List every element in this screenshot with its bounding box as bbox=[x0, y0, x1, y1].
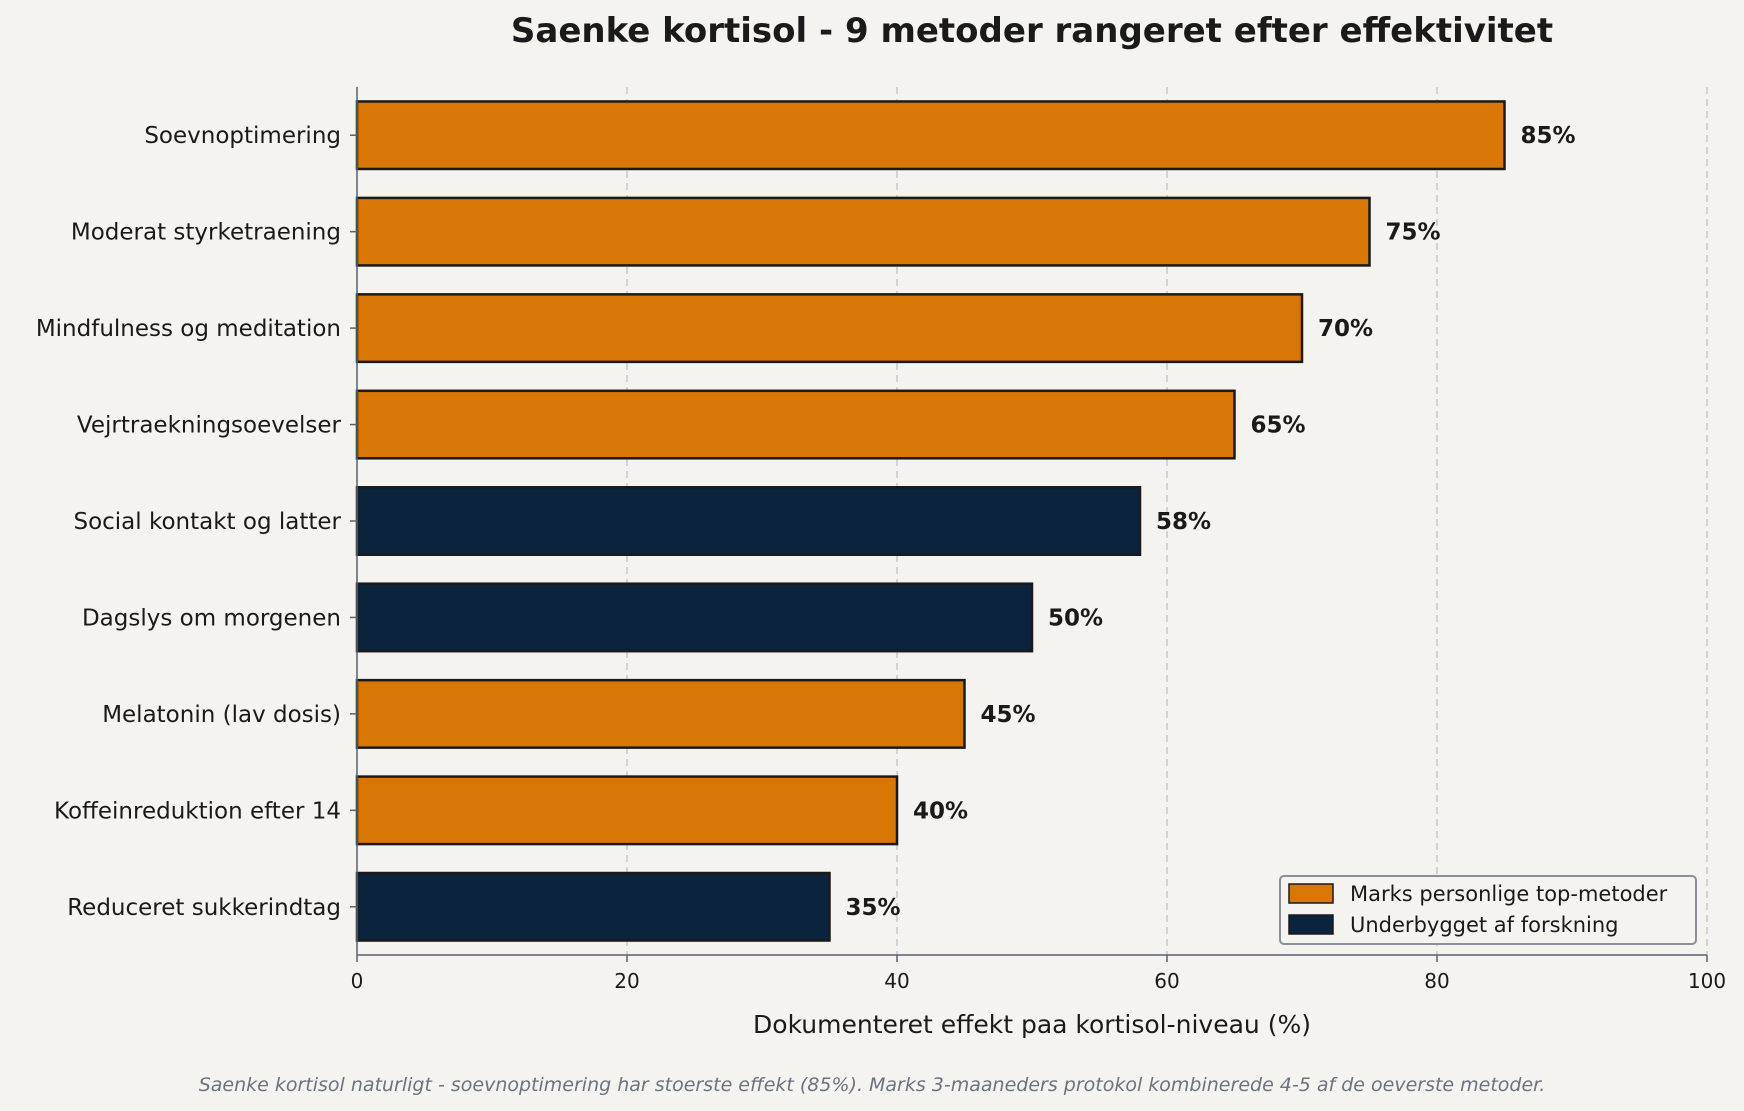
chart-caption: Saenke kortisol naturligt - soevnoptimer… bbox=[199, 1074, 1546, 1096]
y-tick-label: Moderat styrketraening bbox=[71, 220, 341, 246]
data-label: 35% bbox=[846, 895, 901, 921]
legend-label-research: Underbygget af forskning bbox=[1350, 913, 1619, 937]
x-tick-label: 40 bbox=[884, 969, 909, 993]
x-tick-label: 60 bbox=[1154, 969, 1179, 993]
bar bbox=[355, 293, 1304, 364]
x-tick-label: 20 bbox=[614, 969, 639, 993]
x-tick-label: 80 bbox=[1424, 969, 1449, 993]
y-tick-label: Mindfulness og meditation bbox=[36, 316, 341, 342]
bar bbox=[355, 196, 1371, 267]
data-label: 65% bbox=[1251, 413, 1306, 439]
y-tick-label: Melatonin (lav dosis) bbox=[102, 702, 341, 728]
legend-swatch-personal bbox=[1288, 883, 1334, 904]
legend-label-personal: Marks personlige top-metoder bbox=[1350, 882, 1668, 906]
y-tick-label: Koffeinreduktion efter 14 bbox=[54, 798, 341, 824]
data-label: 58% bbox=[1156, 509, 1211, 535]
axes: 0 20 40 60 80 100 Soevnoptimering Moderat styrk… bbox=[36, 87, 1726, 993]
x-tick-label: 0 bbox=[351, 969, 364, 993]
data-label: 50% bbox=[1048, 605, 1103, 631]
bar bbox=[355, 582, 1034, 653]
y-tick-label: Reduceret sukkerindtag bbox=[67, 895, 341, 921]
legend-swatch-research bbox=[1288, 914, 1334, 935]
data-label: 75% bbox=[1386, 220, 1441, 246]
bar bbox=[355, 389, 1236, 460]
bar bbox=[355, 485, 1142, 557]
data-label: 45% bbox=[981, 702, 1036, 728]
bar bbox=[355, 775, 899, 846]
bar bbox=[355, 871, 831, 942]
bar bbox=[355, 100, 1506, 171]
y-tick-label: Dagslys om morgenen bbox=[82, 605, 341, 631]
x-tick-label: 100 bbox=[1688, 969, 1726, 993]
y-tick-label: Soevnoptimering bbox=[144, 123, 341, 149]
chart-title: Saenke kortisol - 9 metoder rangeret eft… bbox=[511, 11, 1553, 51]
y-tick-label: Social kontakt og latter bbox=[73, 509, 341, 535]
data-label: 85% bbox=[1521, 123, 1576, 149]
y-tick-label: Vejrtraekningsoevelser bbox=[77, 413, 342, 439]
legend: Marks personlige top-metoder Underbygget… bbox=[1279, 875, 1697, 945]
bar bbox=[355, 678, 966, 749]
data-label: 70% bbox=[1318, 316, 1373, 342]
bars: 85% 75% 70% 65% 58% 50% 45% 40% 35% bbox=[355, 100, 1576, 942]
data-label: 40% bbox=[913, 798, 968, 824]
legend-box bbox=[1279, 875, 1697, 945]
x-axis-label: Dokumenteret effekt paa kortisol-niveau … bbox=[753, 1010, 1311, 1039]
